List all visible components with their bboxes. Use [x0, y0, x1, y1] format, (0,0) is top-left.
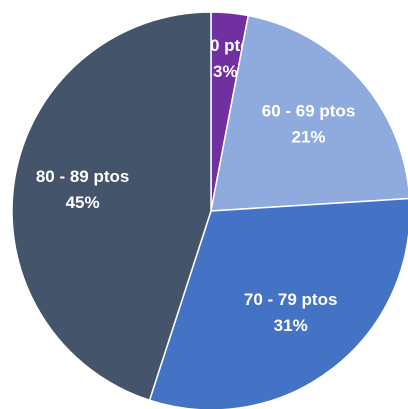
- slice-label: 80 - 89 ptos: [36, 167, 130, 186]
- slice-label: 70 - 79 ptos: [244, 290, 338, 309]
- pie-slice: [11, 11, 212, 402]
- slice-value-label: 31%: [274, 316, 308, 335]
- pie-slice: [210, 14, 408, 212]
- slice-label: 60 - 69 ptos: [262, 102, 356, 121]
- pie-slice: [148, 197, 408, 409]
- slice-value-label: 45%: [66, 193, 100, 212]
- slice-value-label: 21%: [291, 128, 325, 147]
- slice-value-label: 3%: [213, 62, 238, 81]
